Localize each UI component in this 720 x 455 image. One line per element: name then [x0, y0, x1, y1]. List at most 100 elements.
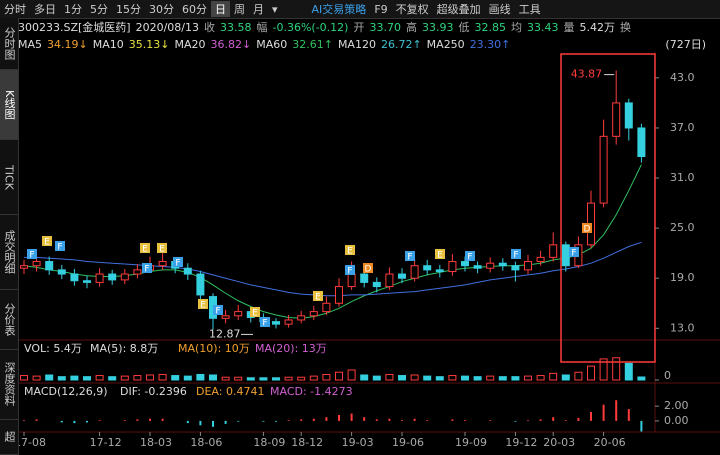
- toolbar-tab[interactable]: 30分: [149, 3, 174, 16]
- toolbar-tab[interactable]: ▾: [272, 2, 278, 16]
- ma-legend-item: MA120: [337, 37, 376, 51]
- quote-header: 300233.SZ[金城医药] 2020/08/13 收 33.58 幅 -0.36%(-…: [18, 18, 720, 36]
- event-marker-label: F: [407, 253, 412, 263]
- candle-body: [410, 265, 419, 279]
- toolbar-tab[interactable]: 60分: [182, 3, 207, 16]
- toolbar-tab[interactable]: 15分: [116, 3, 141, 16]
- candle-body: [561, 244, 570, 267]
- candle-body: [549, 244, 558, 258]
- side-tab[interactable]: 分时图: [0, 18, 18, 71]
- ma-legend-item: 34.19↓: [47, 37, 88, 51]
- toolbar-tab[interactable]: 5分: [90, 3, 108, 16]
- event-marker: [198, 299, 208, 309]
- candle-body: [372, 281, 381, 288]
- volume-bar: [587, 365, 595, 381]
- ma-legend-item: 32.61↑: [292, 37, 333, 51]
- quote-item: 33.43: [526, 20, 559, 34]
- volume-bar: [372, 375, 381, 381]
- side-tab[interactable]: 超: [0, 420, 18, 455]
- event-marker-label: F: [262, 319, 267, 329]
- y-tick-label: 31.0: [670, 171, 695, 184]
- ma-line: [24, 241, 642, 297]
- volume-bar: [599, 358, 608, 381]
- event-marker: [465, 251, 475, 261]
- x-tick-label: 19-09: [455, 436, 487, 449]
- toolbar-tab[interactable]: 周: [234, 3, 245, 16]
- highlight-box: [560, 53, 656, 363]
- event-marker-label: E: [315, 293, 321, 303]
- volume-bar: [297, 376, 306, 381]
- x-tick-label: 19-12: [505, 436, 537, 449]
- event-marker-label: F: [467, 253, 472, 263]
- candle-body: [108, 273, 117, 281]
- event-marker: [142, 263, 152, 273]
- volume-bar: [183, 375, 192, 381]
- candle-body: [461, 261, 469, 267]
- event-marker-label: E: [44, 238, 50, 248]
- volume-bar: [284, 376, 293, 381]
- vol-legend: MA(20): 13万: [255, 342, 327, 355]
- quote-item: 33.58: [220, 20, 252, 34]
- ma-legend-item: 36.82↓: [210, 37, 252, 51]
- quote-item: 换: [619, 21, 631, 34]
- volume-bar: [423, 375, 432, 381]
- candle-body: [599, 135, 608, 204]
- toolbar-tab[interactable]: 日: [211, 1, 230, 17]
- candle-body: [473, 265, 482, 269]
- toolbar-button[interactable]: 不复权: [395, 3, 429, 16]
- quote-item: 开: [353, 21, 365, 34]
- toolbar-tab[interactable]: 多日: [34, 3, 56, 16]
- side-tab[interactable]: K线图: [0, 70, 18, 141]
- ma-legend: MA5 34.19↓ MA10 35.13↓ MA20 36.82↓ MA60 32.61↑ M…: [18, 36, 720, 52]
- event-marker-label: F: [347, 267, 352, 277]
- event-marker: [42, 236, 52, 246]
- toolbar-button[interactable]: F9: [374, 2, 388, 16]
- candle-body: [612, 102, 621, 137]
- toolbar-button[interactable]: 工具: [518, 3, 541, 16]
- side-tab[interactable]: TICK: [0, 140, 18, 215]
- side-tab[interactable]: 深度资料: [0, 350, 18, 420]
- macd-legend: DEA: 0.4741: [196, 385, 264, 398]
- toolbar-button[interactable]: 画线: [488, 3, 511, 16]
- volume-bar: [536, 375, 545, 381]
- high-annotation: 43.87: [571, 68, 603, 81]
- event-marker: [27, 249, 37, 259]
- toolbar-button[interactable]: 超级叠加: [436, 3, 481, 16]
- toolbar-tab[interactable]: 分时: [4, 3, 26, 16]
- volume-bar: [32, 375, 41, 381]
- event-marker-label: E: [252, 309, 258, 319]
- toolbar-tab[interactable]: 1分: [64, 3, 82, 16]
- event-marker: [569, 247, 579, 257]
- event-marker: [511, 249, 521, 259]
- side-tab[interactable]: 分价表: [0, 290, 18, 350]
- candle-body: [637, 127, 646, 158]
- volume-bar: [360, 374, 369, 381]
- volume-bar: [461, 375, 469, 381]
- ma-legend-item: MA60: [256, 37, 288, 51]
- candle-body: [120, 273, 129, 281]
- volume-bar: [322, 373, 331, 381]
- candle-body: [498, 262, 507, 267]
- candle-body: [133, 269, 142, 275]
- side-tab[interactable]: 成交明细: [0, 215, 18, 290]
- volume-bar: [45, 374, 54, 381]
- candle-body: [83, 280, 91, 283]
- quote-item: 低: [458, 21, 470, 34]
- candle-body: [524, 261, 532, 271]
- candle-body: [158, 261, 167, 267]
- x-tick-label: 19-06: [392, 436, 424, 449]
- volume-bar: [70, 375, 79, 381]
- event-marker: [55, 241, 65, 251]
- volume-bar: [221, 376, 230, 381]
- volume-bar: [309, 375, 318, 381]
- volume-bar: [398, 375, 406, 381]
- event-marker-label: E: [437, 251, 443, 261]
- candle-body: [196, 273, 205, 296]
- candle-body: [234, 311, 243, 317]
- candle-body: [448, 261, 457, 273]
- toolbar-button[interactable]: AI交易策略: [311, 3, 367, 16]
- event-marker-label: F: [175, 259, 180, 269]
- volume-bar: [209, 374, 217, 381]
- toolbar-tab[interactable]: 月: [253, 3, 264, 16]
- x-tick-label: 18-12: [291, 436, 323, 449]
